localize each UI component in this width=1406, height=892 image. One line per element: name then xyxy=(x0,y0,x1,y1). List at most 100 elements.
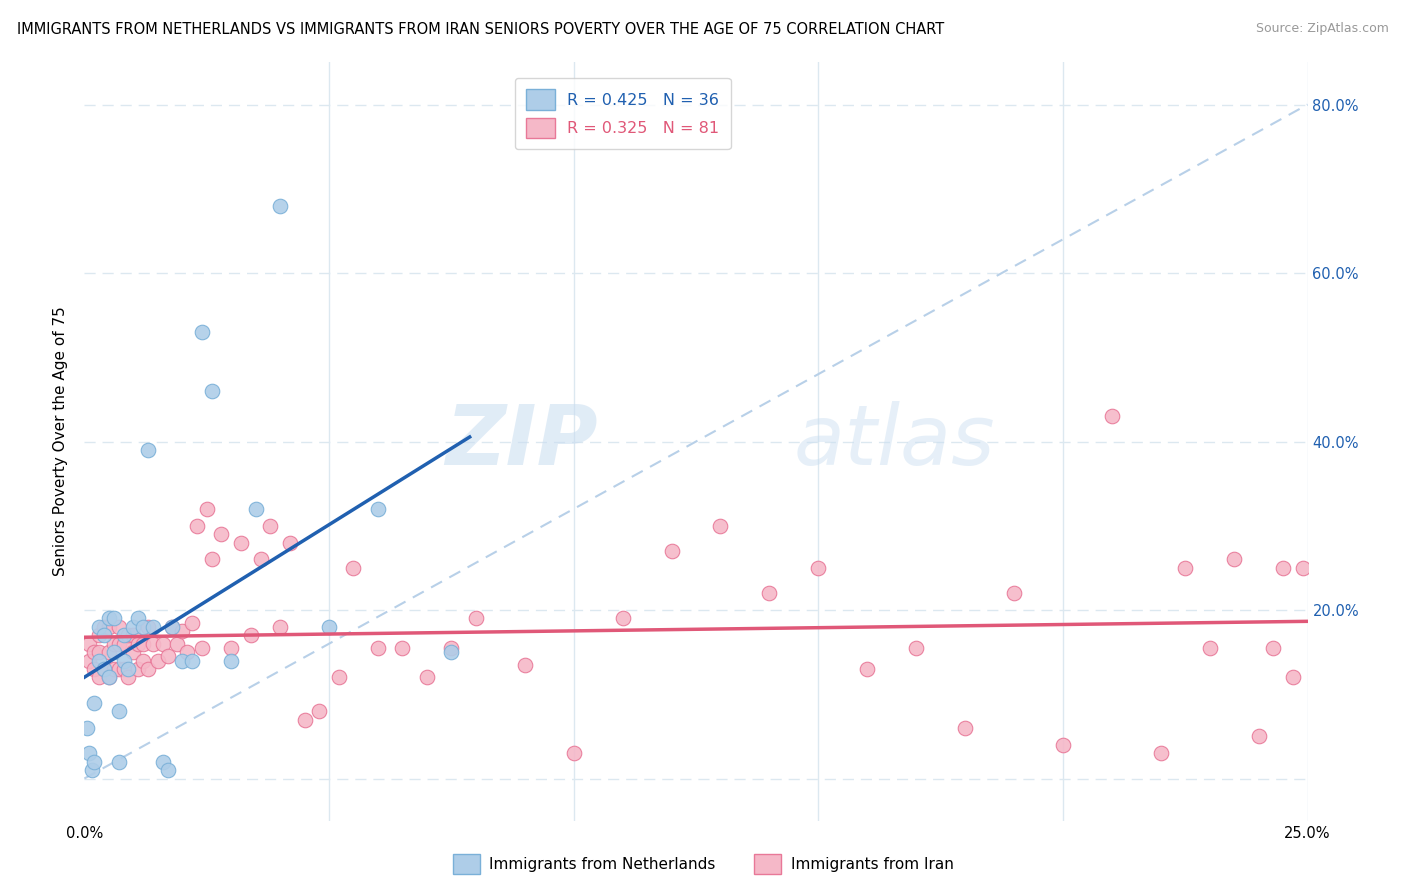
Point xyxy=(83,662,105,676)
Point xyxy=(132,654,155,668)
Point xyxy=(103,611,125,625)
Point xyxy=(77,746,100,760)
Point xyxy=(1052,738,1074,752)
Point xyxy=(259,518,281,533)
Point xyxy=(1198,640,1220,655)
Point xyxy=(200,552,222,566)
Point xyxy=(83,696,105,710)
Point xyxy=(162,620,184,634)
Point xyxy=(464,611,486,625)
Point xyxy=(162,620,184,634)
Point xyxy=(152,637,174,651)
Point xyxy=(132,620,155,634)
Point xyxy=(112,628,135,642)
Point xyxy=(87,654,110,668)
Point xyxy=(209,527,232,541)
Legend: Immigrants from Netherlands, Immigrants from Iran: Immigrants from Netherlands, Immigrants … xyxy=(447,848,959,880)
Point xyxy=(83,755,105,769)
Point xyxy=(709,518,731,533)
Point xyxy=(107,704,129,718)
Point xyxy=(807,561,830,575)
Point xyxy=(97,611,120,625)
Point xyxy=(107,620,129,634)
Point xyxy=(953,721,976,735)
Point xyxy=(107,755,129,769)
Point xyxy=(367,640,389,655)
Point xyxy=(93,620,115,634)
Point xyxy=(122,620,145,634)
Point xyxy=(112,654,135,668)
Y-axis label: Seniors Poverty Over the Age of 75: Seniors Poverty Over the Age of 75 xyxy=(52,307,67,576)
Point xyxy=(1263,640,1285,655)
Point xyxy=(122,628,145,642)
Point xyxy=(562,746,585,760)
Point xyxy=(191,640,214,655)
Point xyxy=(1292,561,1315,575)
Point xyxy=(142,637,165,651)
Point xyxy=(181,654,204,668)
Point xyxy=(146,654,169,668)
Point xyxy=(166,637,188,651)
Point xyxy=(172,624,194,639)
Point xyxy=(87,670,110,684)
Point xyxy=(249,552,271,566)
Point xyxy=(97,670,120,684)
Point xyxy=(186,518,208,533)
Text: IMMIGRANTS FROM NETHERLANDS VS IMMIGRANTS FROM IRAN SENIORS POVERTY OVER THE AGE: IMMIGRANTS FROM NETHERLANDS VS IMMIGRANT… xyxy=(17,22,943,37)
Point xyxy=(87,628,110,642)
Point xyxy=(181,615,204,630)
Point xyxy=(80,763,103,777)
Point xyxy=(278,535,301,549)
Point xyxy=(191,325,214,339)
Point xyxy=(905,640,928,655)
Point xyxy=(97,645,120,659)
Point xyxy=(97,670,120,684)
Point xyxy=(318,620,340,634)
Point xyxy=(342,561,364,575)
Point xyxy=(328,670,350,684)
Point xyxy=(294,713,316,727)
Point xyxy=(513,657,536,672)
Point xyxy=(127,662,149,676)
Point xyxy=(127,611,149,625)
Point xyxy=(93,662,115,676)
Point xyxy=(136,442,159,457)
Point xyxy=(117,670,139,684)
Point xyxy=(117,662,139,676)
Point xyxy=(758,586,780,600)
Point xyxy=(107,637,129,651)
Point xyxy=(156,763,179,777)
Point xyxy=(1247,730,1270,744)
Point xyxy=(103,637,125,651)
Point xyxy=(416,670,439,684)
Point xyxy=(1101,409,1123,424)
Point xyxy=(219,654,242,668)
Point xyxy=(391,640,413,655)
Point xyxy=(239,628,262,642)
Point xyxy=(200,384,222,398)
Point xyxy=(136,620,159,634)
Point xyxy=(136,662,159,676)
Point xyxy=(1223,552,1246,566)
Point xyxy=(83,645,105,659)
Point xyxy=(156,649,179,664)
Point xyxy=(142,620,165,634)
Point xyxy=(87,645,110,659)
Point xyxy=(1282,670,1305,684)
Point xyxy=(112,637,135,651)
Point xyxy=(1002,586,1025,600)
Point xyxy=(269,620,291,634)
Point xyxy=(127,637,149,651)
Point xyxy=(112,662,135,676)
Text: Source: ZipAtlas.com: Source: ZipAtlas.com xyxy=(1256,22,1389,36)
Point xyxy=(440,640,463,655)
Point xyxy=(1150,746,1173,760)
Point xyxy=(103,662,125,676)
Point xyxy=(97,620,120,634)
Point xyxy=(132,637,155,651)
Point xyxy=(308,704,330,718)
Text: atlas: atlas xyxy=(794,401,995,482)
Point xyxy=(856,662,879,676)
Point xyxy=(103,645,125,659)
Point xyxy=(440,645,463,659)
